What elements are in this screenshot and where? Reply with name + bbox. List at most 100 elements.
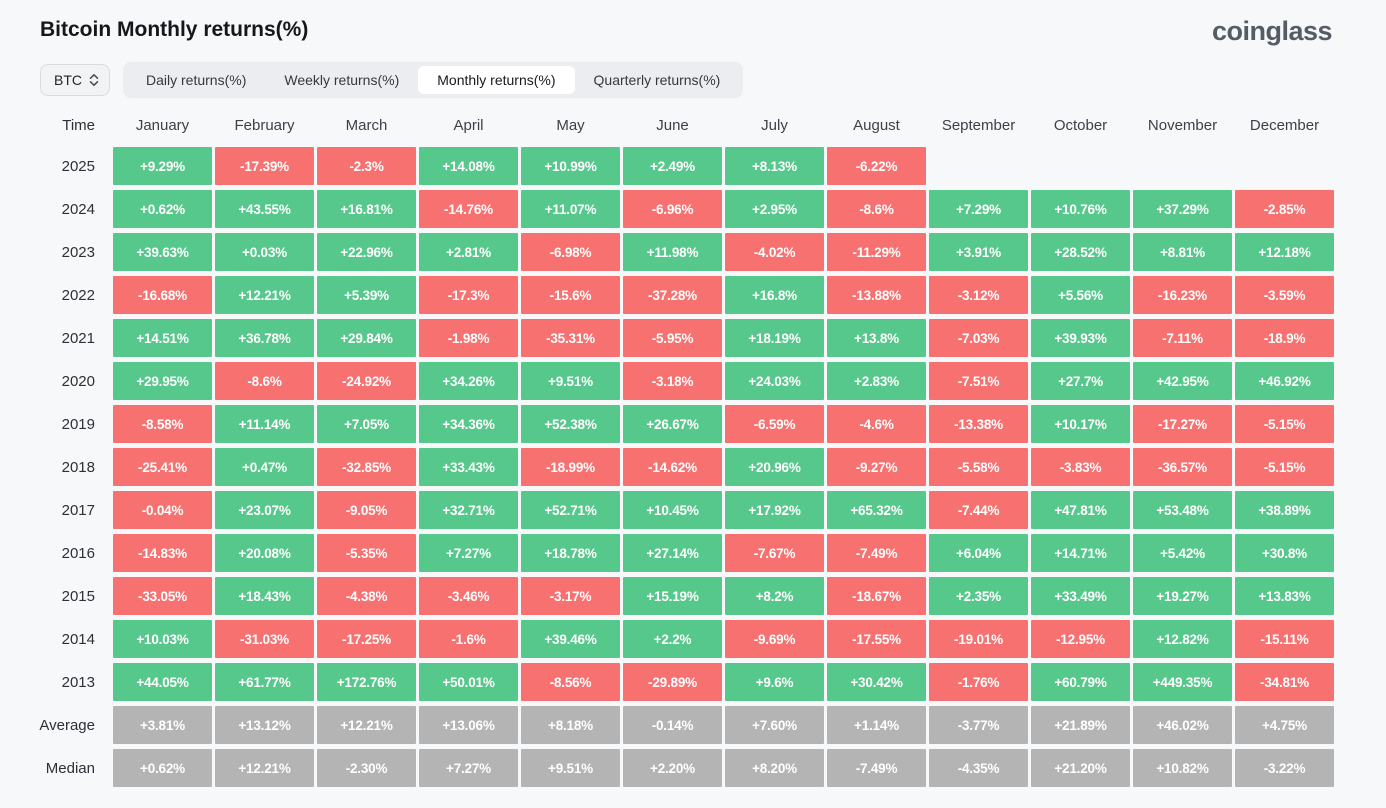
return-cell: -18.67% (827, 577, 926, 615)
return-cell: +10.45% (623, 491, 722, 529)
page-title: Bitcoin Monthly returns(%) (40, 18, 309, 41)
return-cell: -17.39% (215, 147, 314, 185)
return-cell: +27.14% (623, 534, 722, 572)
return-cell: +39.63% (113, 233, 212, 271)
table-row: 2022 -16.68% +12.21% +5.39% -17.3% -15.6% -37.… (40, 276, 1334, 314)
row-label: Median (45, 759, 95, 777)
return-cell: -3.18% (623, 362, 722, 400)
return-cell: +11.07% (521, 190, 620, 228)
return-cell: +5.39% (317, 276, 416, 314)
tab-monthly-returns[interactable]: Monthly returns(%) (418, 66, 575, 94)
return-cell: +7.29% (929, 190, 1028, 228)
return-cell: +172.76% (317, 663, 416, 701)
return-cell: -9.69% (725, 620, 824, 658)
month-header: April (453, 116, 484, 134)
return-cell: +2.49% (623, 147, 722, 185)
return-cell: +50.01% (419, 663, 518, 701)
return-cell: +24.03% (725, 362, 824, 400)
return-cell: -1.76% (929, 663, 1028, 701)
return-cell: -7.44% (929, 491, 1028, 529)
return-cell: -3.17% (521, 577, 620, 615)
return-cell: +17.92% (725, 491, 824, 529)
row-label: 2017 (61, 501, 95, 519)
return-cell: +36.78% (215, 319, 314, 357)
return-cell: +11.14% (215, 405, 314, 443)
return-cell: +15.19% (623, 577, 722, 615)
month-header: July (761, 116, 788, 134)
return-cell: +27.7% (1031, 362, 1130, 400)
return-cell: +0.62% (113, 749, 212, 787)
row-label: 2021 (61, 329, 95, 347)
return-cell: +7.27% (419, 749, 518, 787)
return-cell: +3.91% (929, 233, 1028, 271)
return-cell: -8.58% (113, 405, 212, 443)
return-cell: +0.47% (215, 448, 314, 486)
return-cell: -9.27% (827, 448, 926, 486)
tab-weekly-returns[interactable]: Weekly returns(%) (265, 66, 418, 94)
return-cell: +4.75% (1235, 706, 1334, 744)
return-cell: +7.60% (725, 706, 824, 744)
return-cell: +13.06% (419, 706, 518, 744)
return-cell: -3.12% (929, 276, 1028, 314)
return-cell: -14.62% (623, 448, 722, 486)
row-label: 2019 (61, 415, 95, 433)
return-cell: +32.71% (419, 491, 518, 529)
month-header: May (556, 116, 585, 134)
return-cell: +13.83% (1235, 577, 1334, 615)
table-row: 2024 +0.62% +43.55% +16.81% -14.76% +11.07% -6… (40, 190, 1334, 228)
table-row: 2018 -25.41% +0.47% -32.85% +33.43% -18.99% -1… (40, 448, 1334, 486)
return-cell: -2.3% (317, 147, 416, 185)
return-cell: -13.38% (929, 405, 1028, 443)
return-cell: +19.27% (1133, 577, 1232, 615)
tab-quarterly-returns[interactable]: Quarterly returns(%) (575, 66, 740, 94)
return-cell: +7.27% (419, 534, 518, 572)
month-header: October (1053, 116, 1108, 134)
return-cell: -13.88% (827, 276, 926, 314)
return-cell: +29.84% (317, 319, 416, 357)
return-cell: +5.42% (1133, 534, 1232, 572)
coin-selector[interactable]: BTC (40, 64, 110, 96)
coinglass-logo[interactable]: coinglass (1211, 16, 1333, 46)
return-cell: -37.28% (623, 276, 722, 314)
return-cell: +30.42% (827, 663, 926, 701)
time-column-header: Time (62, 116, 95, 134)
return-cell: +2.2% (623, 620, 722, 658)
return-cell: +18.43% (215, 577, 314, 615)
return-cell: -6.96% (623, 190, 722, 228)
return-cell: +46.02% (1133, 706, 1232, 744)
return-cell: -6.59% (725, 405, 824, 443)
return-cell: -2.30% (317, 749, 416, 787)
return-cell: -4.6% (827, 405, 926, 443)
return-cell: +12.18% (1235, 233, 1334, 271)
return-cell: +20.96% (725, 448, 824, 486)
return-cell: +1.14% (827, 706, 926, 744)
return-cell: -36.57% (1133, 448, 1232, 486)
return-cell: +53.48% (1133, 491, 1232, 529)
return-cell: +30.8% (1235, 534, 1334, 572)
return-cell: +46.92% (1235, 362, 1334, 400)
return-cell: +10.76% (1031, 190, 1130, 228)
month-header: September (941, 116, 1016, 134)
return-cell: +12.21% (215, 749, 314, 787)
row-label: 2020 (61, 372, 95, 390)
return-cell: -6.98% (521, 233, 620, 271)
tab-daily-returns[interactable]: Daily returns(%) (127, 66, 265, 94)
return-cell: +8.18% (521, 706, 620, 744)
return-cell: -16.23% (1133, 276, 1232, 314)
empty-cell (1133, 147, 1232, 185)
table-row: 2015 -33.05% +18.43% -4.38% -3.46% -3.17% +15.… (40, 577, 1334, 615)
return-cell: -1.6% (419, 620, 518, 658)
return-cell: +12.21% (215, 276, 314, 314)
return-cell: -5.58% (929, 448, 1028, 486)
return-cell: +10.82% (1133, 749, 1232, 787)
return-cell: -32.85% (317, 448, 416, 486)
return-cell: -18.99% (521, 448, 620, 486)
return-cell: +8.2% (725, 577, 824, 615)
month-header: November (1147, 116, 1218, 134)
row-label: 2025 (61, 157, 95, 175)
return-cell: +2.83% (827, 362, 926, 400)
return-cell: -17.55% (827, 620, 926, 658)
returns-table: Time January February March April May June July… (39, 111, 1334, 787)
return-cell: -31.03% (215, 620, 314, 658)
return-cell: -0.14% (623, 706, 722, 744)
